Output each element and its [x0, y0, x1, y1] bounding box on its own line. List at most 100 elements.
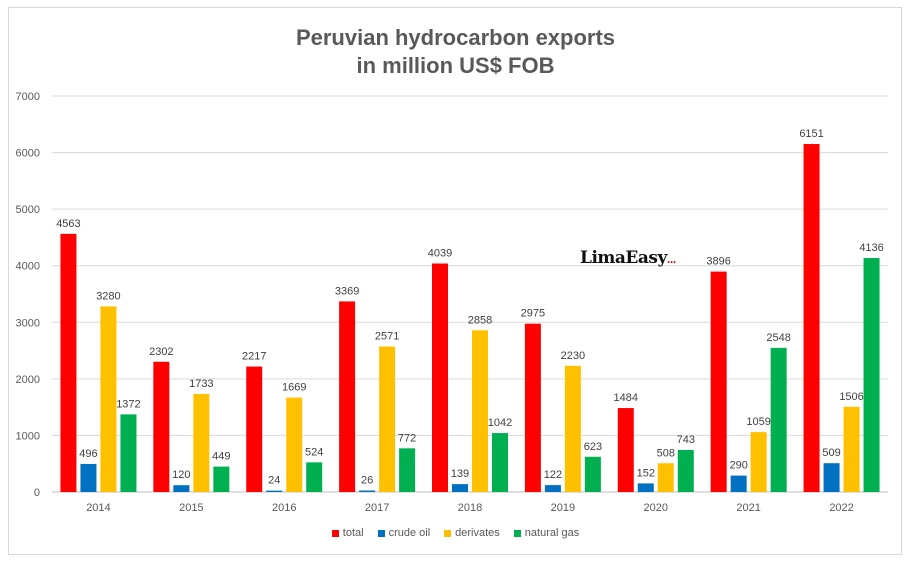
bar — [120, 414, 137, 492]
bar — [524, 323, 541, 492]
x-tick-label: 2021 — [736, 502, 760, 514]
data-label: 2571 — [375, 331, 399, 343]
data-label: 120 — [172, 469, 190, 481]
x-tick-label: 2018 — [458, 502, 482, 514]
data-label: 1059 — [746, 416, 770, 428]
data-label: 1669 — [282, 382, 306, 394]
data-label: 3369 — [335, 285, 359, 297]
bar — [677, 449, 694, 492]
logo-dots: ... — [666, 255, 676, 266]
data-label: 743 — [677, 434, 695, 446]
data-label: 2975 — [521, 308, 545, 320]
bar — [584, 456, 601, 492]
bar — [452, 484, 468, 492]
data-label: 524 — [305, 446, 323, 458]
bar — [339, 301, 356, 492]
legend-item: natural gas — [513, 527, 580, 539]
bar — [730, 475, 747, 492]
bar — [153, 361, 170, 492]
data-label: 509 — [822, 447, 840, 459]
data-label: 4563 — [56, 218, 80, 230]
y-tick-label: 5000 — [16, 204, 40, 216]
data-label: 3280 — [96, 290, 120, 302]
chart-title: Peruvian hydrocarbon exports — [295, 25, 616, 50]
y-tick-label: 7000 — [16, 91, 40, 103]
y-tick-label: 6000 — [16, 148, 40, 160]
bar — [564, 365, 581, 492]
data-label: 1733 — [189, 378, 213, 390]
bar — [544, 485, 561, 492]
bar — [266, 490, 283, 492]
bar — [213, 466, 230, 492]
bar — [472, 330, 488, 492]
data-label: 4136 — [859, 242, 883, 254]
x-tick-label: 2016 — [272, 502, 296, 514]
x-tick-label: 2019 — [551, 502, 575, 514]
data-label: 122 — [544, 469, 562, 481]
data-label: 26 — [361, 475, 373, 487]
bar — [399, 448, 416, 492]
bar — [710, 271, 727, 492]
legend-label: natural gas — [524, 527, 580, 539]
data-label: 152 — [637, 467, 655, 479]
data-label: 6151 — [799, 128, 823, 140]
x-tick-label: 2015 — [179, 502, 203, 514]
x-tick-label: 2022 — [829, 502, 853, 514]
data-label: 139 — [451, 468, 469, 480]
bar — [770, 347, 787, 492]
bar — [60, 233, 77, 493]
data-label: 496 — [79, 448, 97, 460]
data-label: 1042 — [488, 417, 512, 429]
legend-label: crude oil — [388, 527, 431, 539]
data-label: 2548 — [766, 332, 790, 344]
data-label: 623 — [584, 441, 602, 453]
bar — [379, 346, 396, 492]
legend-swatch — [377, 529, 385, 537]
data-label: 2858 — [468, 314, 492, 326]
bar — [432, 263, 448, 492]
data-label: 508 — [657, 447, 675, 459]
y-tick-label: 4000 — [16, 261, 40, 273]
data-label: 4039 — [428, 248, 452, 260]
data-label: 2230 — [561, 350, 585, 362]
x-tick-label: 2020 — [644, 502, 668, 514]
data-label: 772 — [398, 432, 416, 444]
legend-item: derivates — [444, 527, 500, 539]
bar — [246, 366, 263, 492]
data-label: 2217 — [242, 351, 266, 363]
bar — [306, 462, 323, 492]
y-tick-label: 1000 — [16, 430, 40, 442]
bar — [803, 144, 820, 492]
bar — [100, 306, 117, 492]
bar — [637, 483, 654, 492]
limaeasy-logo: LimaEasy... — [580, 248, 676, 268]
y-tick-label: 2000 — [16, 374, 40, 386]
legend-label: derivates — [455, 527, 500, 539]
legend-item: crude oil — [377, 527, 431, 539]
x-tick-label: 2014 — [86, 502, 110, 514]
data-label: 1372 — [116, 398, 140, 410]
data-label: 290 — [729, 460, 747, 472]
y-tick-label: 0 — [34, 487, 40, 499]
bar — [863, 258, 880, 492]
bar — [286, 397, 303, 492]
bar — [193, 393, 210, 492]
data-label: 1484 — [614, 392, 638, 404]
bar — [823, 463, 840, 492]
chart-subtitle: in million US$ FOB — [356, 53, 555, 78]
bar — [843, 406, 860, 492]
chart-legend: total crude oil derivates natural gas — [0, 527, 911, 539]
data-label: 1506 — [839, 391, 863, 403]
data-label: 3896 — [706, 256, 730, 268]
bar — [657, 463, 674, 492]
legend-item: total — [331, 527, 364, 539]
data-label: 24 — [268, 475, 280, 487]
legend-swatch — [444, 529, 452, 537]
legend-swatch — [331, 529, 339, 537]
legend-swatch — [513, 529, 521, 537]
data-label: 449 — [212, 451, 230, 463]
logo-text: LimaEasy — [580, 248, 667, 268]
bar — [492, 433, 508, 492]
data-label: 2302 — [149, 346, 173, 358]
